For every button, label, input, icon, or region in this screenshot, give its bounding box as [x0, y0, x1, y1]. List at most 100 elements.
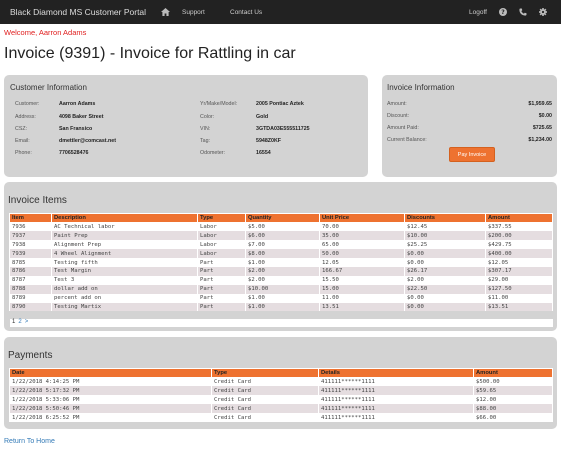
field-label: Discount:	[387, 113, 410, 119]
table-cell: $0.00	[404, 293, 486, 303]
table-cell: 70.00	[319, 222, 405, 232]
payments-panel: Payments Date Type Details Amount 1/22/2018…	[4, 337, 557, 429]
table-cell: $1.00	[245, 302, 320, 312]
invoice-discount-row: Discount: $0.00	[387, 113, 552, 119]
table-cell: 411111******1111	[318, 386, 474, 396]
table-cell: $12.00	[473, 395, 553, 405]
table-cell: Test Margin	[51, 266, 198, 276]
pay-invoice-button[interactable]: Pay Invoice	[449, 147, 495, 162]
table-row: 8788 dollar add on Part $10.00 15.00 $22.50 $1…	[9, 284, 553, 294]
customer-csz-row: CSZ: San Fransico	[15, 126, 92, 132]
field-value: Aarron Adams	[59, 101, 96, 107]
table-row: 1/22/2018 6:25:52 PM Credit Card 411111***…	[9, 413, 553, 422]
table-cell: 15.00	[319, 284, 405, 294]
table-cell: $7.00	[245, 240, 320, 250]
invoice-paid-row: Amount Paid: $725.65	[387, 125, 552, 131]
column-header: Amount	[473, 368, 553, 378]
field-value: 2005 Pontiac Aztek	[256, 101, 304, 107]
column-header: Unit Price	[319, 213, 405, 223]
table-cell: 8785	[9, 258, 52, 267]
table-cell: $25.25	[404, 240, 486, 250]
table-cell: $12.05	[485, 258, 553, 267]
table-cell: 8790	[9, 302, 52, 312]
table-header-row: Item Description Type Quantity Unit Price Dis…	[9, 213, 553, 223]
table-row: 7937 Paint Prep Labor $6.00 35.00 $10.00 $200.…	[9, 231, 553, 241]
table-cell: 15.50	[319, 275, 405, 285]
brand-title[interactable]: Black Diamond MS Customer Portal	[10, 7, 147, 17]
table-row: 8785 Testing fifth Part $1.00 12.05 $0.00 $12.…	[9, 258, 553, 267]
table-cell: $10.00	[404, 231, 486, 241]
home-icon[interactable]	[161, 8, 181, 16]
nav-support-link[interactable]: Support	[182, 8, 205, 16]
customer-phone-row: Phone: 7706528476	[15, 150, 88, 156]
table-cell: $2.00	[404, 275, 486, 285]
table-cell: $22.50	[404, 284, 486, 294]
table-cell: $2.00	[245, 275, 320, 285]
table-cell: 411111******1111	[318, 377, 474, 387]
table-cell: $11.00	[485, 293, 553, 303]
table-cell: Labor	[197, 249, 246, 259]
table-cell: dollar add on	[51, 284, 198, 294]
table-cell: Labor	[197, 222, 246, 232]
field-value: Gold	[256, 114, 269, 120]
page-1-link[interactable]: 1	[12, 319, 16, 325]
table-cell: 7936	[9, 222, 52, 232]
field-value: 3GTDA03E555511725	[256, 126, 310, 132]
page-2-link[interactable]: 2	[18, 319, 22, 325]
table-cell: Alignment Prep	[51, 240, 198, 250]
vehicle-color-row: Color: Gold	[200, 114, 268, 120]
field-value: San Fransico	[59, 126, 93, 132]
customer-name-row: Customer: Aarron Adams	[15, 101, 95, 107]
next-page-link[interactable]: >	[24, 319, 29, 325]
customer-email-row: Email: dmettler@comcast.net	[15, 138, 116, 144]
customer-info-heading: Customer Information	[10, 83, 87, 92]
column-header: Discounts	[404, 213, 486, 223]
table-row: 7938 Alignment Prep Labor $7.00 65.00 $25.25 $…	[9, 240, 553, 250]
table-cell: Credit Card	[211, 404, 319, 414]
table-cell: $1.00	[245, 293, 320, 303]
field-label: VIN:	[200, 126, 211, 132]
table-cell: 7939	[9, 249, 52, 259]
table-cell: $0.00	[404, 258, 486, 267]
table-row: 1/22/2018 4:14:25 PM Credit Card 411111***…	[9, 377, 553, 387]
table-cell: $127.50	[485, 284, 553, 294]
table-cell: 1/22/2018 6:25:52 PM	[9, 413, 212, 422]
table-cell: 11.00	[319, 293, 405, 303]
table-cell: 411111******1111	[318, 413, 474, 422]
field-label: Address:	[15, 114, 36, 120]
return-home-link[interactable]: Return To Home	[4, 438, 55, 445]
gear-icon[interactable]	[539, 8, 547, 16]
nav-contact-link[interactable]: Contact Us	[230, 8, 263, 16]
table-cell: $1.00	[245, 258, 320, 267]
table-cell: $8.00	[245, 249, 320, 259]
field-label: Phone:	[15, 150, 32, 156]
table-cell: 1/22/2018 4:14:25 PM	[9, 377, 212, 387]
help-icon[interactable]: ?	[499, 8, 507, 16]
phone-icon[interactable]	[519, 8, 527, 16]
logoff-link[interactable]: Logoff	[469, 8, 487, 16]
column-header: Description	[51, 213, 198, 223]
column-header: Quantity	[245, 213, 320, 223]
table-cell: $59.65	[473, 386, 553, 396]
table-cell: $0.00	[404, 302, 486, 312]
invoice-items-heading: Invoice Items	[8, 195, 67, 206]
table-cell: 411111******1111	[318, 395, 474, 405]
field-value: $0.00	[538, 113, 552, 119]
table-cell: Testing Martix	[51, 302, 198, 312]
table-cell: Credit Card	[211, 413, 319, 422]
invoice-info-panel: Invoice Information Amount: $1,959.65 Dis…	[382, 75, 557, 177]
table-cell: Part	[197, 293, 246, 303]
table-cell: Labor	[197, 231, 246, 241]
table-cell: $2.00	[245, 266, 320, 276]
vehicle-odometer-row: Odometer: 16554	[200, 150, 271, 156]
column-header: Type	[197, 213, 246, 223]
table-cell: $500.00	[473, 377, 553, 387]
table-cell: Part	[197, 258, 246, 267]
table-cell: 65.00	[319, 240, 405, 250]
table-cell: $66.00	[473, 413, 553, 422]
table-cell: $0.00	[404, 249, 486, 259]
table-cell: 8786	[9, 266, 52, 276]
table-cell: 7937	[9, 231, 52, 241]
field-value: $725.65	[532, 125, 552, 131]
table-cell: $337.55	[485, 222, 553, 232]
